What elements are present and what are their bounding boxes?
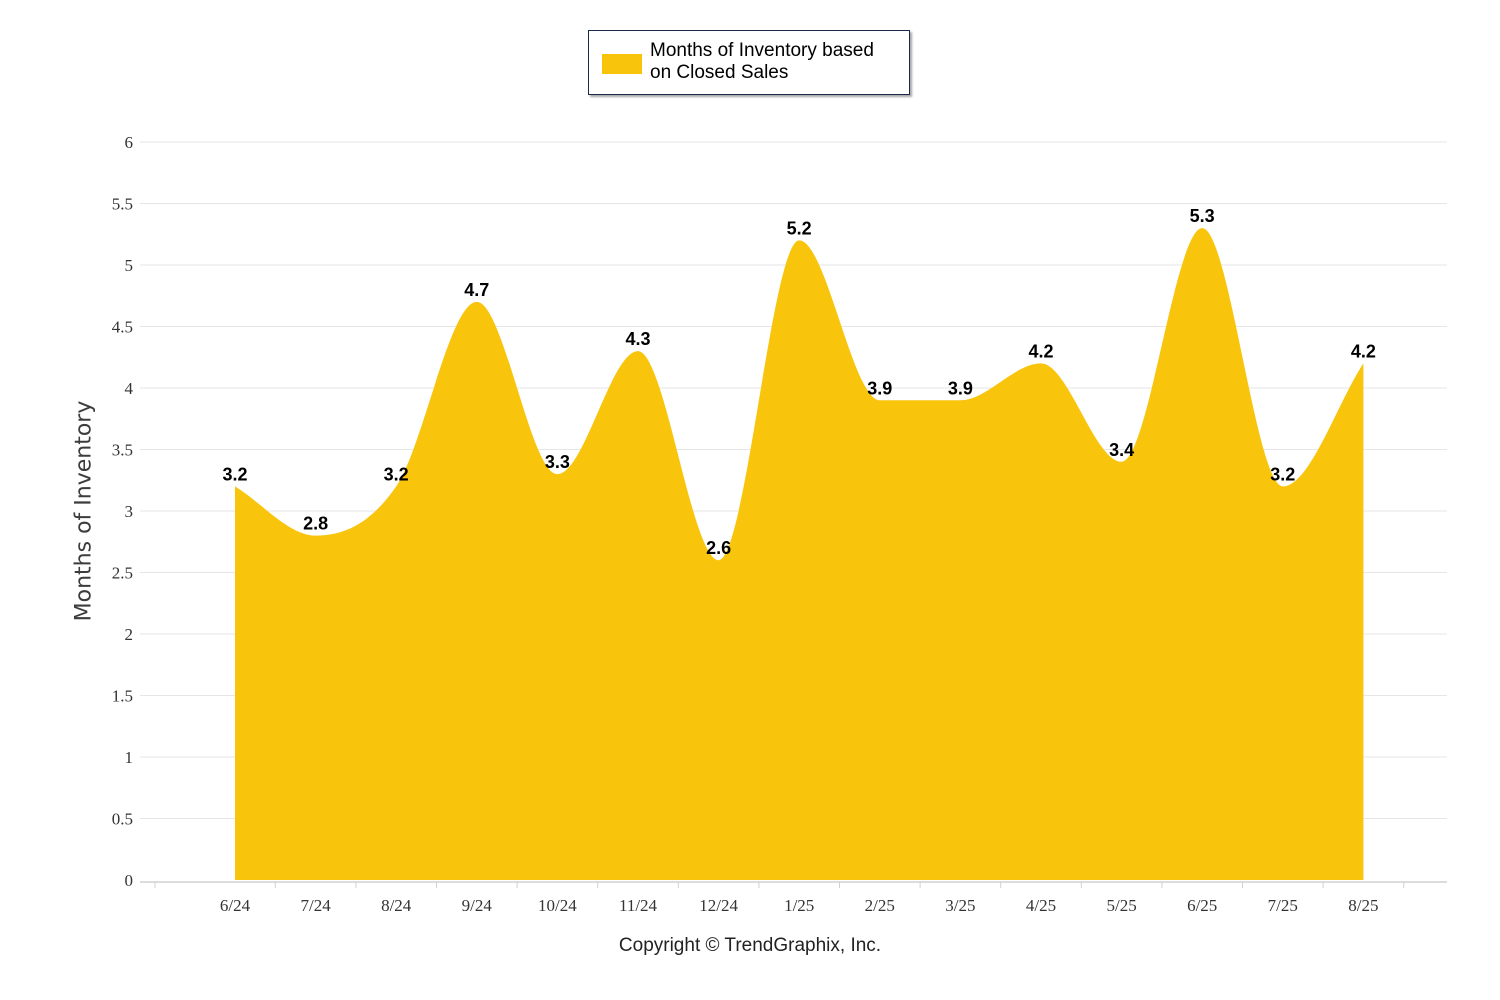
y-tick-label: 0.5 — [112, 810, 133, 829]
x-axis-ticks: 6/24 7/24 8/24 9/24 10/24 11/24 12/24 1/25 2/25 3… — [220, 896, 1379, 915]
y-tick-label: 3 — [125, 502, 134, 521]
y-tick-label: 4.5 — [112, 318, 133, 337]
area-series — [235, 228, 1364, 880]
x-tick-label: 1/25 — [784, 896, 814, 915]
y-tick-label: 0 — [125, 871, 134, 890]
y-tick-label: 3.5 — [112, 441, 133, 460]
data-label: 4.7 — [464, 280, 489, 300]
y-tick-label: 5 — [125, 256, 134, 275]
data-label: 3.9 — [867, 378, 892, 398]
x-tick-label: 3/25 — [945, 896, 975, 915]
x-tick-label: 6/24 — [220, 896, 251, 915]
x-tick-label: 4/25 — [1026, 896, 1056, 915]
y-tick-label: 1.5 — [112, 687, 133, 706]
legend[interactable]: Months of Inventory based on Closed Sale… — [588, 30, 910, 95]
x-tick-label: 11/24 — [619, 896, 658, 915]
y-tick-label: 6 — [125, 133, 134, 152]
x-tick-label: 8/25 — [1348, 896, 1378, 915]
x-tick-label: 12/24 — [699, 896, 738, 915]
data-label: 2.8 — [303, 514, 328, 534]
data-labels: 3.2 2.8 3.2 4.7 3.3 4.3 2.6 5.2 3.9 3.9 4.2 3.4 5.3 3… — [222, 206, 1375, 558]
data-label: 4.2 — [1351, 341, 1376, 361]
data-label: 5.2 — [787, 218, 812, 238]
data-label: 3.3 — [545, 452, 570, 472]
x-tick-label: 2/25 — [865, 896, 895, 915]
y-tick-label: 2.5 — [112, 564, 133, 583]
data-label: 5.3 — [1190, 206, 1215, 226]
x-tick-label: 10/24 — [538, 896, 577, 915]
data-label: 3.2 — [222, 464, 247, 484]
data-label: 3.9 — [948, 378, 973, 398]
data-label: 4.2 — [1028, 341, 1053, 361]
area-fill — [235, 228, 1364, 880]
legend-label: Months of Inventory based on Closed Sale… — [650, 40, 874, 83]
y-tick-label: 5.5 — [112, 195, 133, 214]
data-label: 4.3 — [625, 329, 650, 349]
x-tick-label: 7/25 — [1268, 896, 1298, 915]
x-tick-label: 6/25 — [1187, 896, 1217, 915]
data-label: 2.6 — [706, 538, 731, 558]
y-tick-label: 2 — [125, 625, 134, 644]
x-tick-label: 7/24 — [300, 896, 331, 915]
x-tick-label: 9/24 — [462, 896, 493, 915]
y-axis-title: Months of Inventory — [71, 400, 97, 622]
y-axis-ticks: 0 0.5 1 1.5 2 2.5 3 3.5 4 4.5 5 5.5 6 — [112, 133, 134, 890]
y-tick-label: 1 — [125, 748, 134, 767]
x-tick-label: 5/25 — [1106, 896, 1136, 915]
data-label: 3.2 — [1270, 464, 1295, 484]
x-tick-label: 8/24 — [381, 896, 412, 915]
copyright-text: Copyright © TrendGraphix, Inc. — [618, 935, 882, 956]
legend-swatch — [602, 54, 642, 74]
y-tick-label: 4 — [125, 379, 134, 398]
x-axis — [140, 881, 1447, 888]
data-label: 3.4 — [1109, 440, 1134, 460]
data-label: 3.2 — [384, 464, 409, 484]
